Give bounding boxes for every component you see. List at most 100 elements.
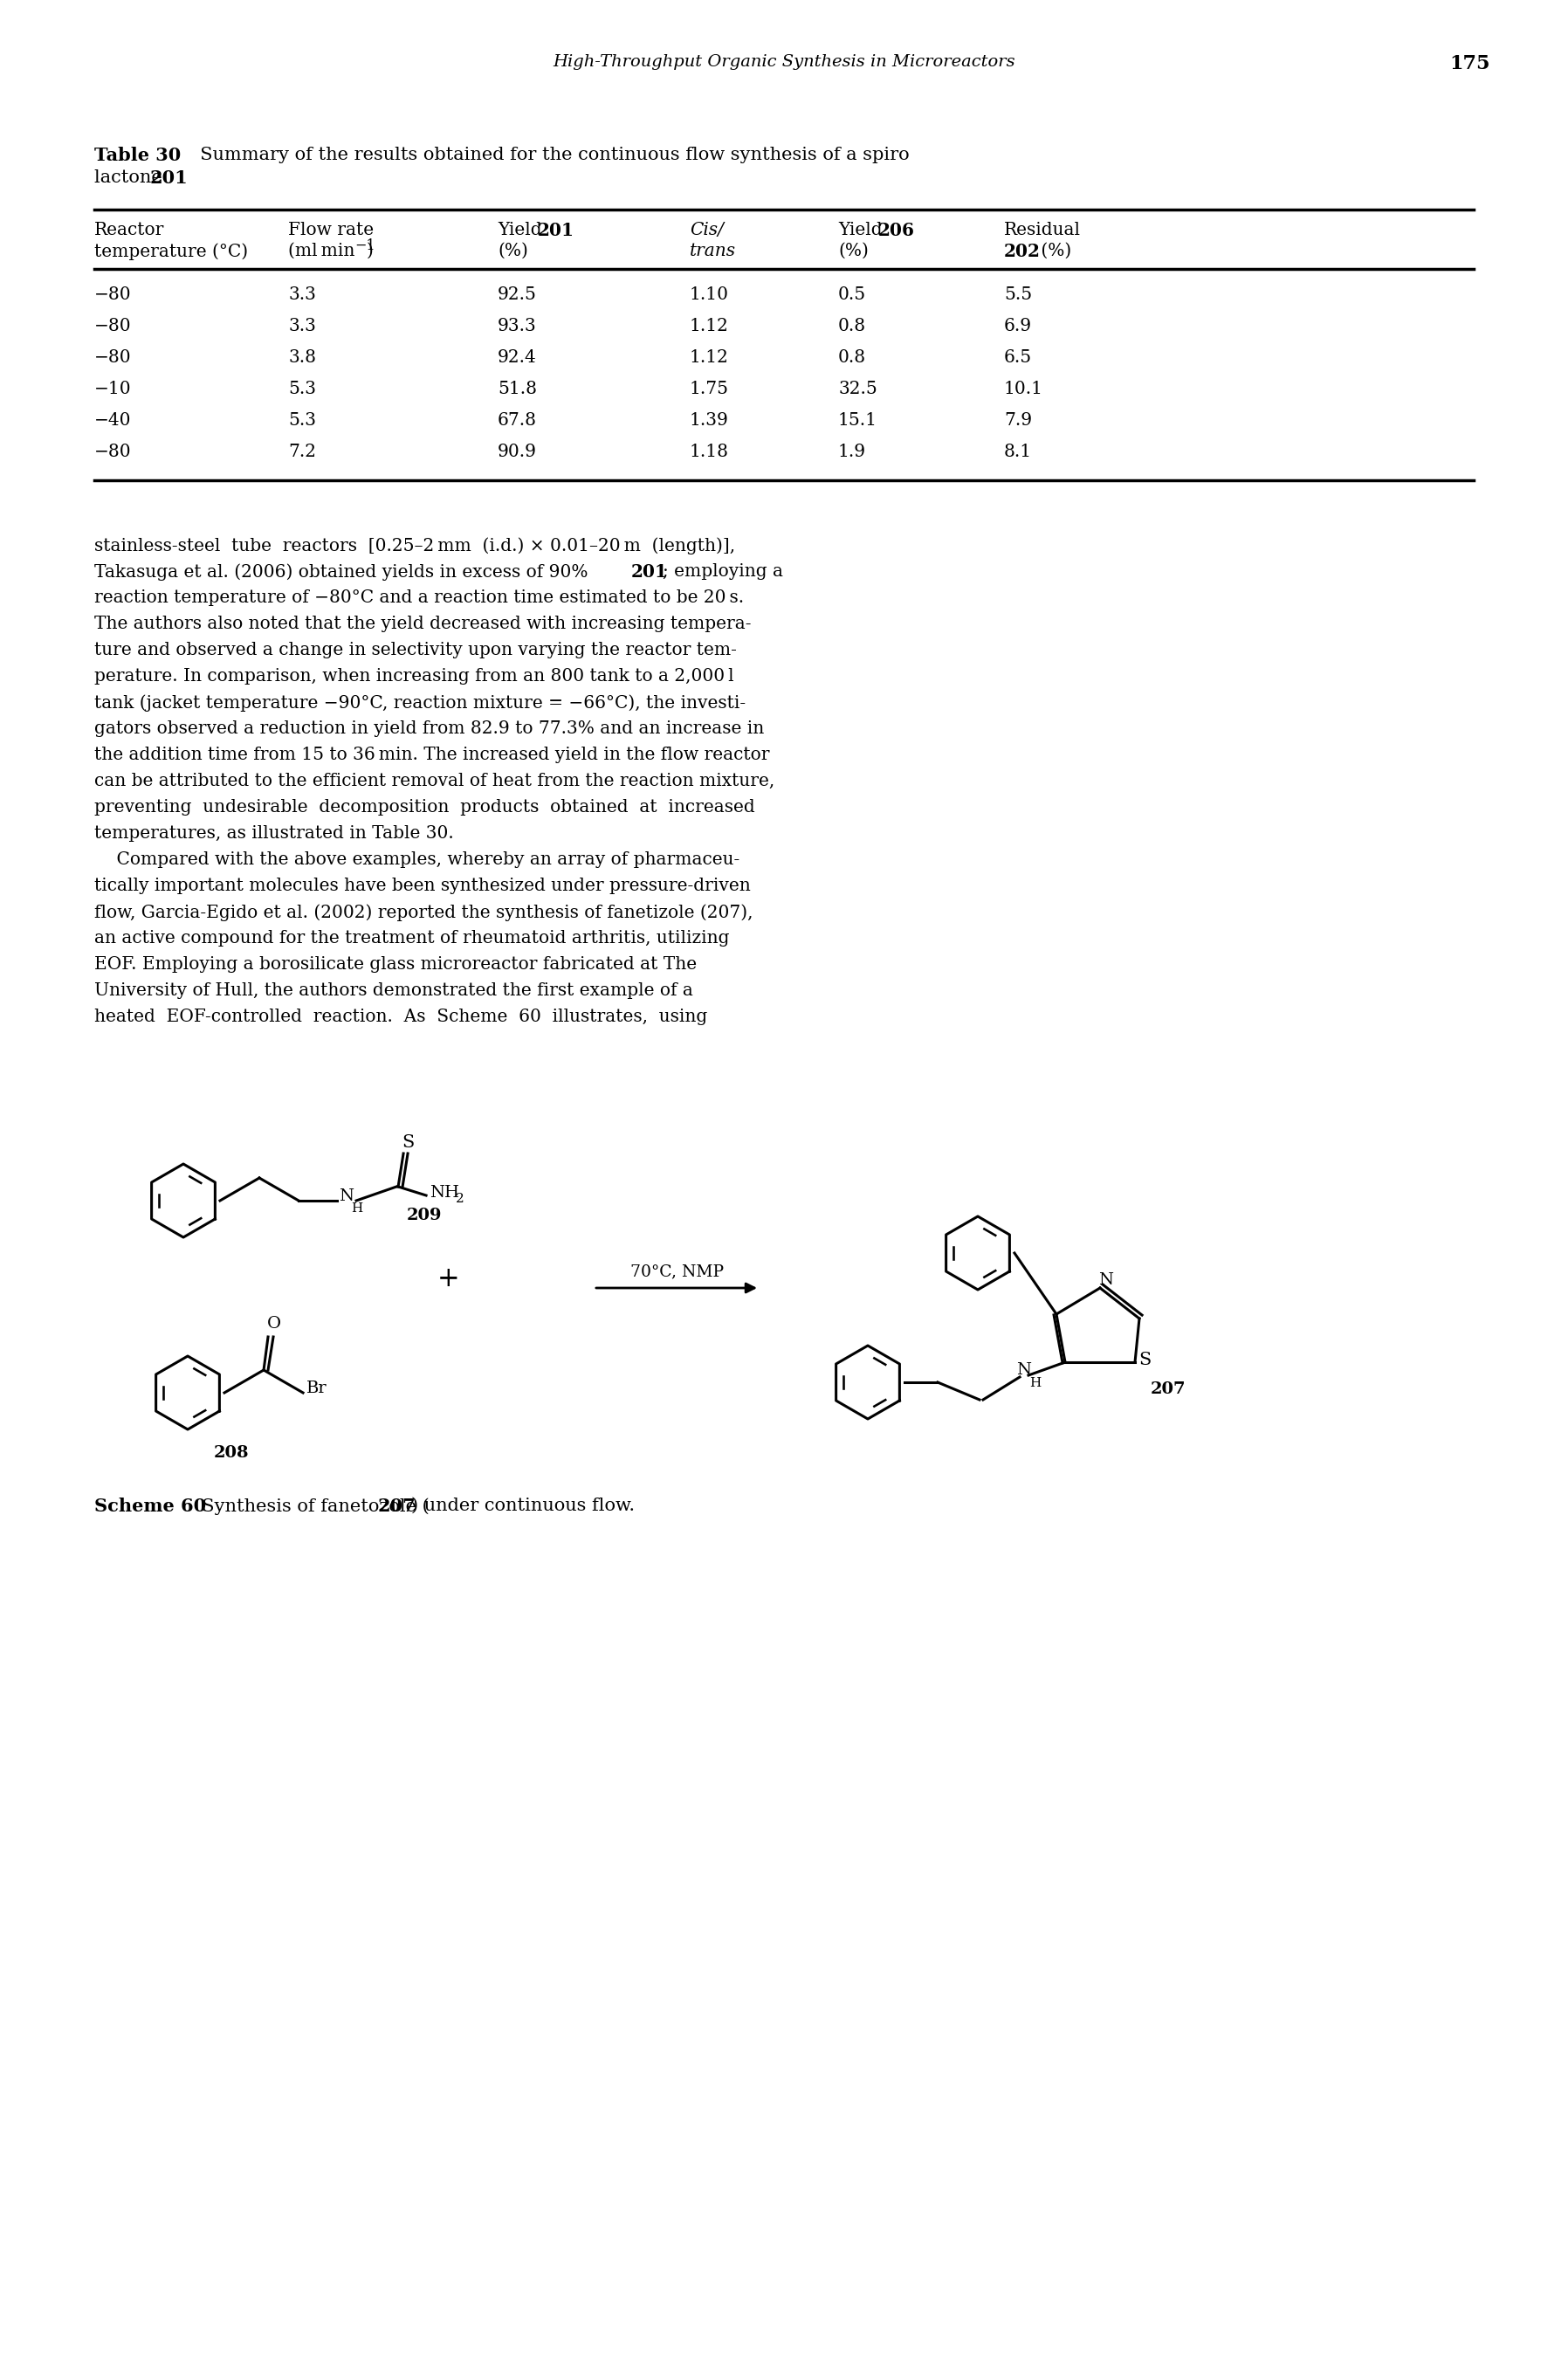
- Text: Reactor: Reactor: [94, 222, 165, 239]
- Text: Yield: Yield: [497, 222, 547, 239]
- Text: Scheme 60: Scheme 60: [94, 1498, 205, 1514]
- Text: −80: −80: [94, 444, 132, 461]
- Text: Table 30: Table 30: [94, 146, 180, 165]
- Text: (%): (%): [1035, 243, 1071, 260]
- Text: −40: −40: [94, 411, 132, 430]
- Text: +: +: [437, 1266, 459, 1292]
- Text: N: N: [1016, 1363, 1032, 1377]
- Text: 2: 2: [456, 1193, 464, 1205]
- Text: 93.3: 93.3: [497, 319, 536, 335]
- Text: 3.3: 3.3: [289, 319, 315, 335]
- Text: temperatures, as illustrated in Table 30.: temperatures, as illustrated in Table 30…: [94, 824, 453, 841]
- Text: 5.5: 5.5: [1004, 286, 1032, 302]
- Text: 207: 207: [378, 1498, 416, 1514]
- Text: 175: 175: [1449, 54, 1490, 73]
- Text: (%): (%): [839, 243, 869, 260]
- Text: 5.3: 5.3: [289, 411, 317, 430]
- Text: 1.18: 1.18: [690, 444, 729, 461]
- Text: N: N: [1098, 1273, 1113, 1287]
- Text: 70°C, NMP: 70°C, NMP: [630, 1264, 723, 1280]
- Text: 32.5: 32.5: [839, 380, 877, 397]
- Text: Compared with the above examples, whereby an array of pharmaceu-: Compared with the above examples, whereb…: [94, 850, 740, 867]
- Text: −80: −80: [94, 350, 132, 366]
- Text: 201: 201: [632, 562, 668, 581]
- Text: 8.1: 8.1: [1004, 444, 1032, 461]
- Text: 3.8: 3.8: [289, 350, 317, 366]
- Text: an active compound for the treatment of rheumatoid arthritis, utilizing: an active compound for the treatment of …: [94, 931, 729, 947]
- Text: preventing  undesirable  decomposition  products  obtained  at  increased: preventing undesirable decomposition pro…: [94, 798, 754, 815]
- Text: flow, Garcia-Egido et al. (2002) reported the synthesis of fanetizole (207),: flow, Garcia-Egido et al. (2002) reporte…: [94, 905, 753, 921]
- Text: 3.3: 3.3: [289, 286, 315, 302]
- Text: −10: −10: [94, 380, 132, 397]
- Text: NH: NH: [430, 1186, 459, 1200]
- Text: ; employing a: ; employing a: [663, 562, 782, 579]
- Text: 15.1: 15.1: [839, 411, 878, 430]
- Text: lactone: lactone: [94, 170, 168, 187]
- Text: Summary of the results obtained for the continuous flow synthesis of a spiro: Summary of the results obtained for the …: [188, 146, 909, 163]
- Text: (%): (%): [497, 243, 528, 260]
- Text: Takasuga et al. (2006) obtained yields in excess of 90%: Takasuga et al. (2006) obtained yields i…: [94, 562, 591, 581]
- Text: 201: 201: [538, 222, 574, 239]
- Text: 206: 206: [878, 222, 916, 239]
- Text: 1.12: 1.12: [690, 319, 729, 335]
- Text: tically important molecules have been synthesized under pressure-driven: tically important molecules have been sy…: [94, 879, 751, 895]
- Text: 209: 209: [408, 1207, 442, 1224]
- Text: gators observed a reduction in yield from 82.9 to 77.3% and an increase in: gators observed a reduction in yield fro…: [94, 720, 764, 737]
- Text: 5.3: 5.3: [289, 380, 317, 397]
- Text: ) under continuous flow.: ) under continuous flow.: [411, 1498, 635, 1514]
- Text: −80: −80: [94, 319, 132, 335]
- Text: The authors also noted that the yield decreased with increasing tempera-: The authors also noted that the yield de…: [94, 616, 751, 633]
- Text: 0.8: 0.8: [839, 319, 866, 335]
- Text: 1.39: 1.39: [690, 411, 729, 430]
- Text: 7.2: 7.2: [289, 444, 317, 461]
- Text: 1.9: 1.9: [839, 444, 866, 461]
- Text: Br: Br: [306, 1379, 328, 1396]
- Text: 90.9: 90.9: [497, 444, 536, 461]
- Text: 207: 207: [1151, 1382, 1185, 1396]
- Text: University of Hull, the authors demonstrated the first example of a: University of Hull, the authors demonstr…: [94, 983, 693, 999]
- Text: 1.10: 1.10: [690, 286, 729, 302]
- Text: S: S: [401, 1134, 414, 1150]
- Text: 6.5: 6.5: [1004, 350, 1032, 366]
- Text: 6.9: 6.9: [1004, 319, 1032, 335]
- Text: heated  EOF-controlled  reaction.  As  Scheme  60  illustrates,  using: heated EOF-controlled reaction. As Schem…: [94, 1009, 707, 1025]
- Text: ): ): [367, 243, 373, 260]
- Text: Cis/: Cis/: [690, 222, 724, 239]
- Text: tank (jacket temperature −90°C, reaction mixture = −66°C), the investi-: tank (jacket temperature −90°C, reaction…: [94, 694, 746, 711]
- Text: Yield: Yield: [839, 222, 887, 239]
- Text: 0.8: 0.8: [839, 350, 866, 366]
- Text: O: O: [267, 1316, 281, 1332]
- Text: 7.9: 7.9: [1004, 411, 1032, 430]
- Text: −80: −80: [94, 286, 132, 302]
- Text: EOF. Employing a borosilicate glass microreactor fabricated at The: EOF. Employing a borosilicate glass micr…: [94, 957, 696, 973]
- Text: H: H: [1029, 1377, 1041, 1389]
- Text: 0.5: 0.5: [839, 286, 866, 302]
- Text: 201: 201: [151, 170, 188, 187]
- Text: ture and observed a change in selectivity upon varying the reactor tem-: ture and observed a change in selectivit…: [94, 642, 737, 659]
- Text: Flow rate: Flow rate: [289, 222, 373, 239]
- Text: can be attributed to the efficient removal of heat from the reaction mixture,: can be attributed to the efficient remov…: [94, 772, 775, 789]
- Text: trans: trans: [690, 243, 735, 260]
- Text: the addition time from 15 to 36 min. The increased yield in the flow reactor: the addition time from 15 to 36 min. The…: [94, 746, 770, 763]
- Text: 208: 208: [213, 1446, 249, 1460]
- Text: N: N: [339, 1188, 354, 1205]
- Text: 92.4: 92.4: [497, 350, 536, 366]
- Text: −1: −1: [354, 239, 375, 253]
- Text: temperature (°C): temperature (°C): [94, 243, 248, 260]
- Text: Synthesis of fanetozole (: Synthesis of fanetozole (: [190, 1498, 430, 1514]
- Text: 67.8: 67.8: [497, 411, 536, 430]
- Text: Residual: Residual: [1004, 222, 1080, 239]
- Text: 51.8: 51.8: [497, 380, 536, 397]
- Text: High-Throughput Organic Synthesis in Microreactors: High-Throughput Organic Synthesis in Mic…: [554, 54, 1014, 71]
- Text: H: H: [351, 1202, 362, 1214]
- Text: 1.75: 1.75: [690, 380, 729, 397]
- Text: 92.5: 92.5: [497, 286, 536, 302]
- Text: 1.12: 1.12: [690, 350, 729, 366]
- Text: (ml min: (ml min: [289, 243, 354, 260]
- Text: 202: 202: [1004, 243, 1041, 260]
- Text: 10.1: 10.1: [1004, 380, 1043, 397]
- Text: reaction temperature of −80°C and a reaction time estimated to be 20 s.: reaction temperature of −80°C and a reac…: [94, 590, 743, 607]
- Text: S: S: [1138, 1351, 1151, 1368]
- Text: perature. In comparison, when increasing from an 800 tank to a 2,000 l: perature. In comparison, when increasing…: [94, 668, 734, 685]
- Text: stainless-steel  tube  reactors  [0.25–2 mm  (i.d.) × 0.01–20 m  (length)],: stainless-steel tube reactors [0.25–2 mm…: [94, 536, 735, 555]
